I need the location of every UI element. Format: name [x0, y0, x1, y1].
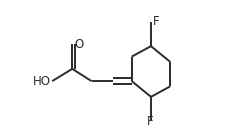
- Text: F: F: [146, 115, 153, 128]
- Text: O: O: [74, 38, 83, 51]
- Text: F: F: [152, 15, 159, 28]
- Text: HO: HO: [33, 75, 51, 88]
